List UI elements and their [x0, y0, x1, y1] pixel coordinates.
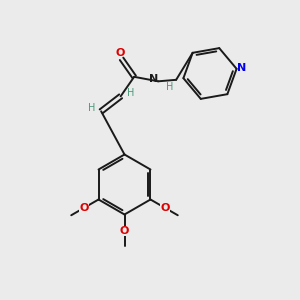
Text: H: H	[127, 88, 134, 98]
Text: N: N	[237, 63, 247, 73]
Text: O: O	[80, 203, 89, 213]
Text: H: H	[166, 82, 173, 92]
Text: O: O	[120, 226, 129, 236]
Text: O: O	[116, 48, 125, 58]
Text: H: H	[88, 103, 96, 113]
Text: O: O	[160, 203, 170, 213]
Text: N: N	[149, 74, 158, 84]
